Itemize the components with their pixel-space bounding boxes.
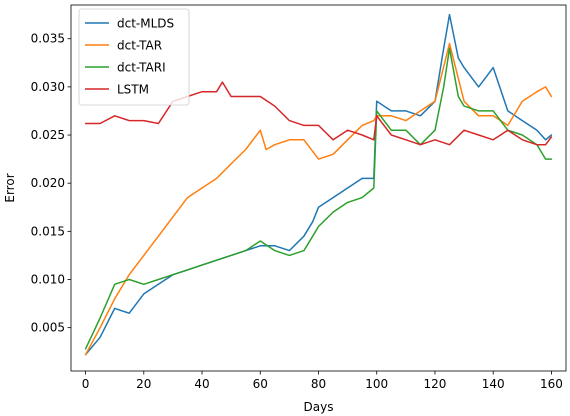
x-tick-label: 140 (482, 377, 505, 391)
y-tick-label: 0.035 (31, 32, 65, 46)
legend-box (78, 8, 190, 106)
x-tick-label: 60 (253, 377, 268, 391)
x-tick-label: 20 (136, 377, 151, 391)
x-tick-label: 80 (311, 377, 326, 391)
legend: dct-MLDS dct-TAR dct-TARI LSTM (78, 8, 190, 106)
legend-label-dct-tari: dct-TARI (117, 61, 166, 75)
y-tick-label: 0.010 (31, 273, 65, 287)
y-tick-label: 0.015 (31, 224, 65, 238)
x-tick-label: 160 (540, 377, 563, 391)
y-tick-label: 0.030 (31, 80, 65, 94)
series-line-dct-tari (84, 47, 553, 350)
legend-label-dct-tar: dct-TAR (117, 39, 162, 53)
axes-layer: 0 20 40 60 80 100 120 140 160 0.005 0.010 0.015 0.02… (31, 4, 567, 391)
legend-label-dct-mlds: dct-MLDS (117, 17, 174, 31)
y-axis-label: Error (3, 173, 17, 202)
x-axis-label: Days (304, 400, 334, 414)
legend-label-lstm: LSTM (117, 83, 149, 97)
series-line-dct-tar (84, 42, 553, 356)
y-tick-label: 0.020 (31, 176, 65, 190)
y-tick-label: 0.005 (31, 321, 65, 335)
x-tick-label: 0 (82, 377, 90, 391)
y-tick-label: 0.025 (31, 128, 65, 142)
x-tick-label: 40 (194, 377, 209, 391)
x-tick-label: 100 (365, 377, 388, 391)
x-tick-label: 120 (424, 377, 447, 391)
